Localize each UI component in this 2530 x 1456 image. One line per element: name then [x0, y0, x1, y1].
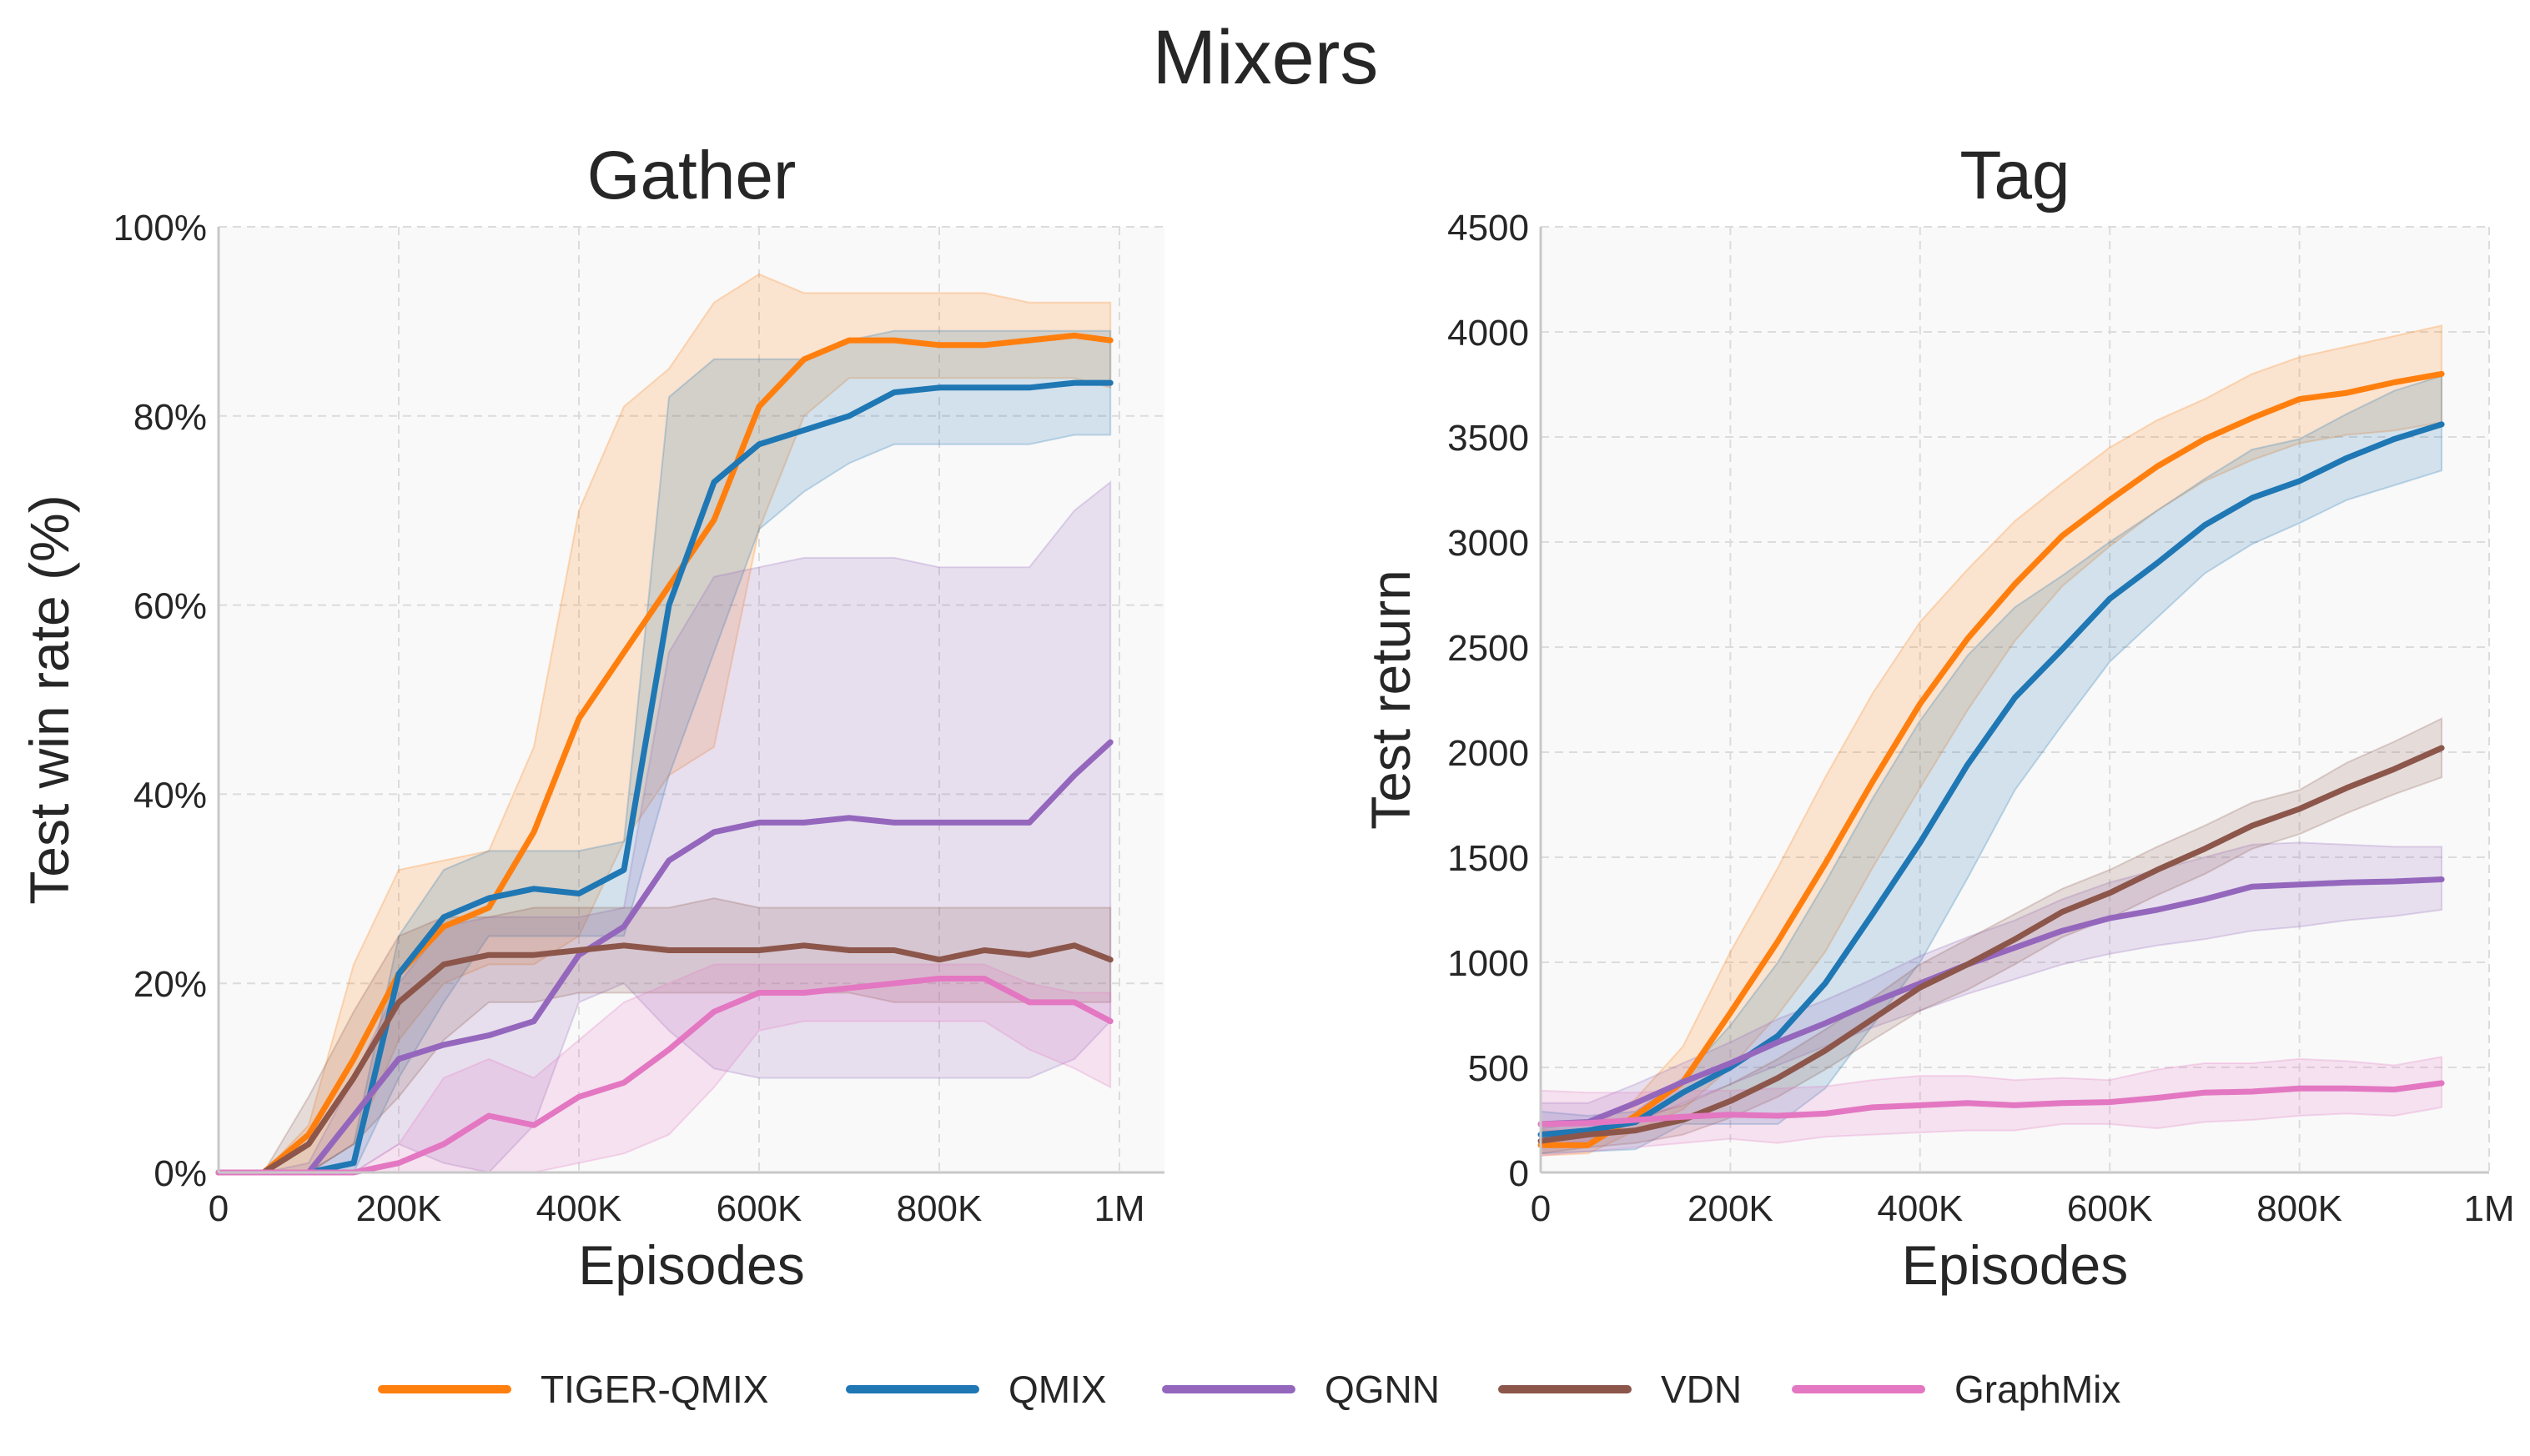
band-qgnn	[219, 480, 1112, 1174]
x-tick-label: 400K	[1877, 1188, 1963, 1229]
subplot-gather: 0 200K 400K 600K 800K 1M 0% 20% 40% 60% 80% 100% Gat…	[18, 138, 1164, 1296]
x-axis-label: Episodes	[1902, 1234, 2129, 1296]
legend-item-vdn: VDN	[1498, 1368, 1742, 1411]
y-tick-label: 3500	[1447, 418, 1529, 459]
line-tiger-qmix	[1537, 370, 2445, 1148]
y-tick-label: 2500	[1447, 628, 1529, 669]
y-tick-label: 0	[1509, 1153, 1529, 1194]
y-tick-label: 1000	[1447, 943, 1529, 984]
legend-label: QMIX	[1008, 1368, 1107, 1411]
y-tick-label: 60%	[133, 586, 207, 627]
line-qgnn	[1537, 876, 2445, 1127]
x-tick-label: 0	[209, 1188, 229, 1229]
line-qmix	[1537, 421, 2445, 1138]
y-axis-label: Test return	[1360, 570, 1421, 830]
x-tick-label: 1M	[1094, 1188, 1144, 1229]
subplot-title: Gather	[587, 138, 797, 213]
x-tick-label: 400K	[536, 1188, 622, 1229]
band-qmix	[1540, 374, 2443, 1155]
x-tick-label: 600K	[2067, 1188, 2153, 1229]
band-qgnn	[1540, 841, 2443, 1147]
legend-label: TIGER-QMIX	[541, 1368, 768, 1411]
x-tick-label: 200K	[1688, 1188, 1773, 1229]
x-tick-label: 200K	[356, 1188, 442, 1229]
line-graphmix	[1537, 1080, 2445, 1127]
legend-item-tiger-qmix: TIGER-QMIX	[378, 1368, 768, 1411]
legend-label: QGNN	[1325, 1368, 1440, 1411]
y-tick-label: 0%	[153, 1153, 207, 1194]
x-tick-label: 0	[1531, 1188, 1551, 1229]
y-tick-label: 3000	[1447, 523, 1529, 564]
line-graphmix	[215, 976, 1114, 1176]
y-tick-label: 4500	[1447, 208, 1529, 249]
y-tick-label: 100%	[113, 208, 207, 249]
figure-title: Mixers	[1153, 15, 1379, 100]
y-tick-label: 500	[1468, 1048, 1529, 1089]
x-tick-label: 600K	[717, 1188, 802, 1229]
legend-item-qgnn: QGNN	[1162, 1368, 1440, 1411]
line-vdn	[215, 942, 1114, 1176]
line-qgnn	[215, 739, 1114, 1176]
y-tick-label: 4000	[1447, 313, 1529, 354]
y-tick-label: 80%	[133, 397, 207, 438]
y-axis-label: Test win rate (%)	[18, 495, 80, 904]
legend-label: VDN	[1661, 1368, 1742, 1411]
band-tiger-qmix	[219, 273, 1112, 1173]
legend-label: GraphMix	[1954, 1368, 2120, 1411]
line-tiger-qmix	[215, 332, 1114, 1176]
legend-item-qmix: QMIX	[846, 1368, 1107, 1411]
x-tick-label: 800K	[897, 1188, 983, 1229]
legend: TIGER-QMIX QMIX QGNN VDN GraphMix	[378, 1368, 2120, 1411]
y-tick-label: 2000	[1447, 733, 1529, 774]
x-tick-label: 800K	[2256, 1188, 2342, 1229]
y-tick-label: 40%	[133, 775, 207, 816]
subplot-tag: 0 200K 400K 600K 800K 1M 0 500 1000 1500 2000 2500 3…	[1360, 138, 2515, 1296]
y-tick-label: 1500	[1447, 838, 1529, 879]
x-tick-label: 1M	[2463, 1188, 2514, 1229]
y-tick-label: 20%	[133, 964, 207, 1005]
subplot-title: Tag	[1959, 138, 2070, 213]
legend-item-graphmix: GraphMix	[1792, 1368, 2120, 1411]
x-axis-label: Episodes	[578, 1234, 805, 1296]
